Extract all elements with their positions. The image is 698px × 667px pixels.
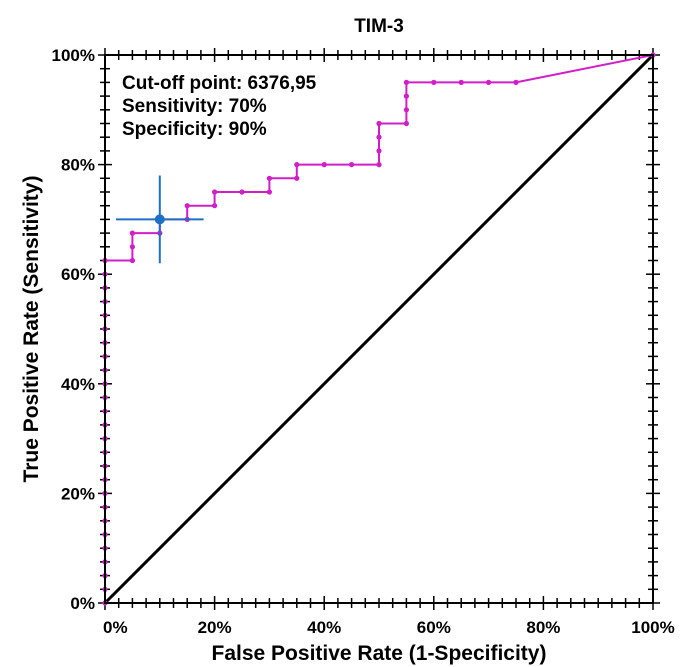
roc-point xyxy=(266,175,272,181)
roc-point xyxy=(376,120,382,127)
roc-point xyxy=(376,148,382,154)
roc-point xyxy=(486,79,492,85)
annotation-cutoff: Cut-off point: 6376,95 xyxy=(122,73,317,94)
cutoff-point xyxy=(154,214,165,225)
roc-point xyxy=(403,107,409,113)
x-tick-label: 80% xyxy=(526,618,560,637)
y-tick-label: 100% xyxy=(52,46,95,65)
roc-point xyxy=(294,162,300,168)
roc-point xyxy=(129,257,135,264)
series-group xyxy=(102,52,656,606)
roc-point xyxy=(184,203,190,209)
roc-point xyxy=(458,79,464,85)
roc-point xyxy=(403,93,409,99)
roc-point xyxy=(376,134,382,140)
y-tick-label: 80% xyxy=(61,156,95,175)
annotation-specificity: Specificity: 90% xyxy=(122,119,267,140)
roc-point xyxy=(431,79,437,85)
plot-frame xyxy=(104,54,654,604)
x-axis-label: False Positive Rate (1-Specificity) xyxy=(212,642,547,665)
roc-point xyxy=(403,79,409,85)
x-tick-label: 40% xyxy=(307,618,341,637)
annotation-sensitivity: Sensitivity: 70% xyxy=(122,96,267,117)
roc-point xyxy=(239,189,245,195)
roc-point xyxy=(129,230,135,236)
x-tick-label: 20% xyxy=(198,618,232,637)
reference-diagonal-line xyxy=(103,53,655,605)
tick-labels: 0% 20% 40% 60% 80% 100% 0% 20% 40% 60% 80% 100% xyxy=(52,46,675,637)
y-tick-label: 40% xyxy=(61,375,95,394)
roc-point xyxy=(212,189,218,195)
roc-point xyxy=(129,244,135,250)
x-tick-label: 60% xyxy=(417,618,451,637)
roc-point xyxy=(321,162,327,168)
roc-point xyxy=(266,189,272,195)
roc-point xyxy=(376,162,382,168)
cutoff-marker-group xyxy=(115,175,204,264)
x-tick-label: 0% xyxy=(103,618,128,637)
roc-point xyxy=(403,120,409,127)
roc-point xyxy=(513,79,519,85)
chart-title: TIM-3 xyxy=(354,16,404,37)
y-axis-label: True Positive Rate (Sensitivity) xyxy=(20,176,43,483)
y-tick-label: 0% xyxy=(70,594,95,613)
roc-point xyxy=(349,162,355,168)
roc-point xyxy=(212,203,218,209)
y-tick-label: 20% xyxy=(61,484,95,503)
x-tick-label: 100% xyxy=(631,618,674,637)
y-tick-label: 60% xyxy=(61,265,95,284)
roc-point xyxy=(294,175,300,181)
